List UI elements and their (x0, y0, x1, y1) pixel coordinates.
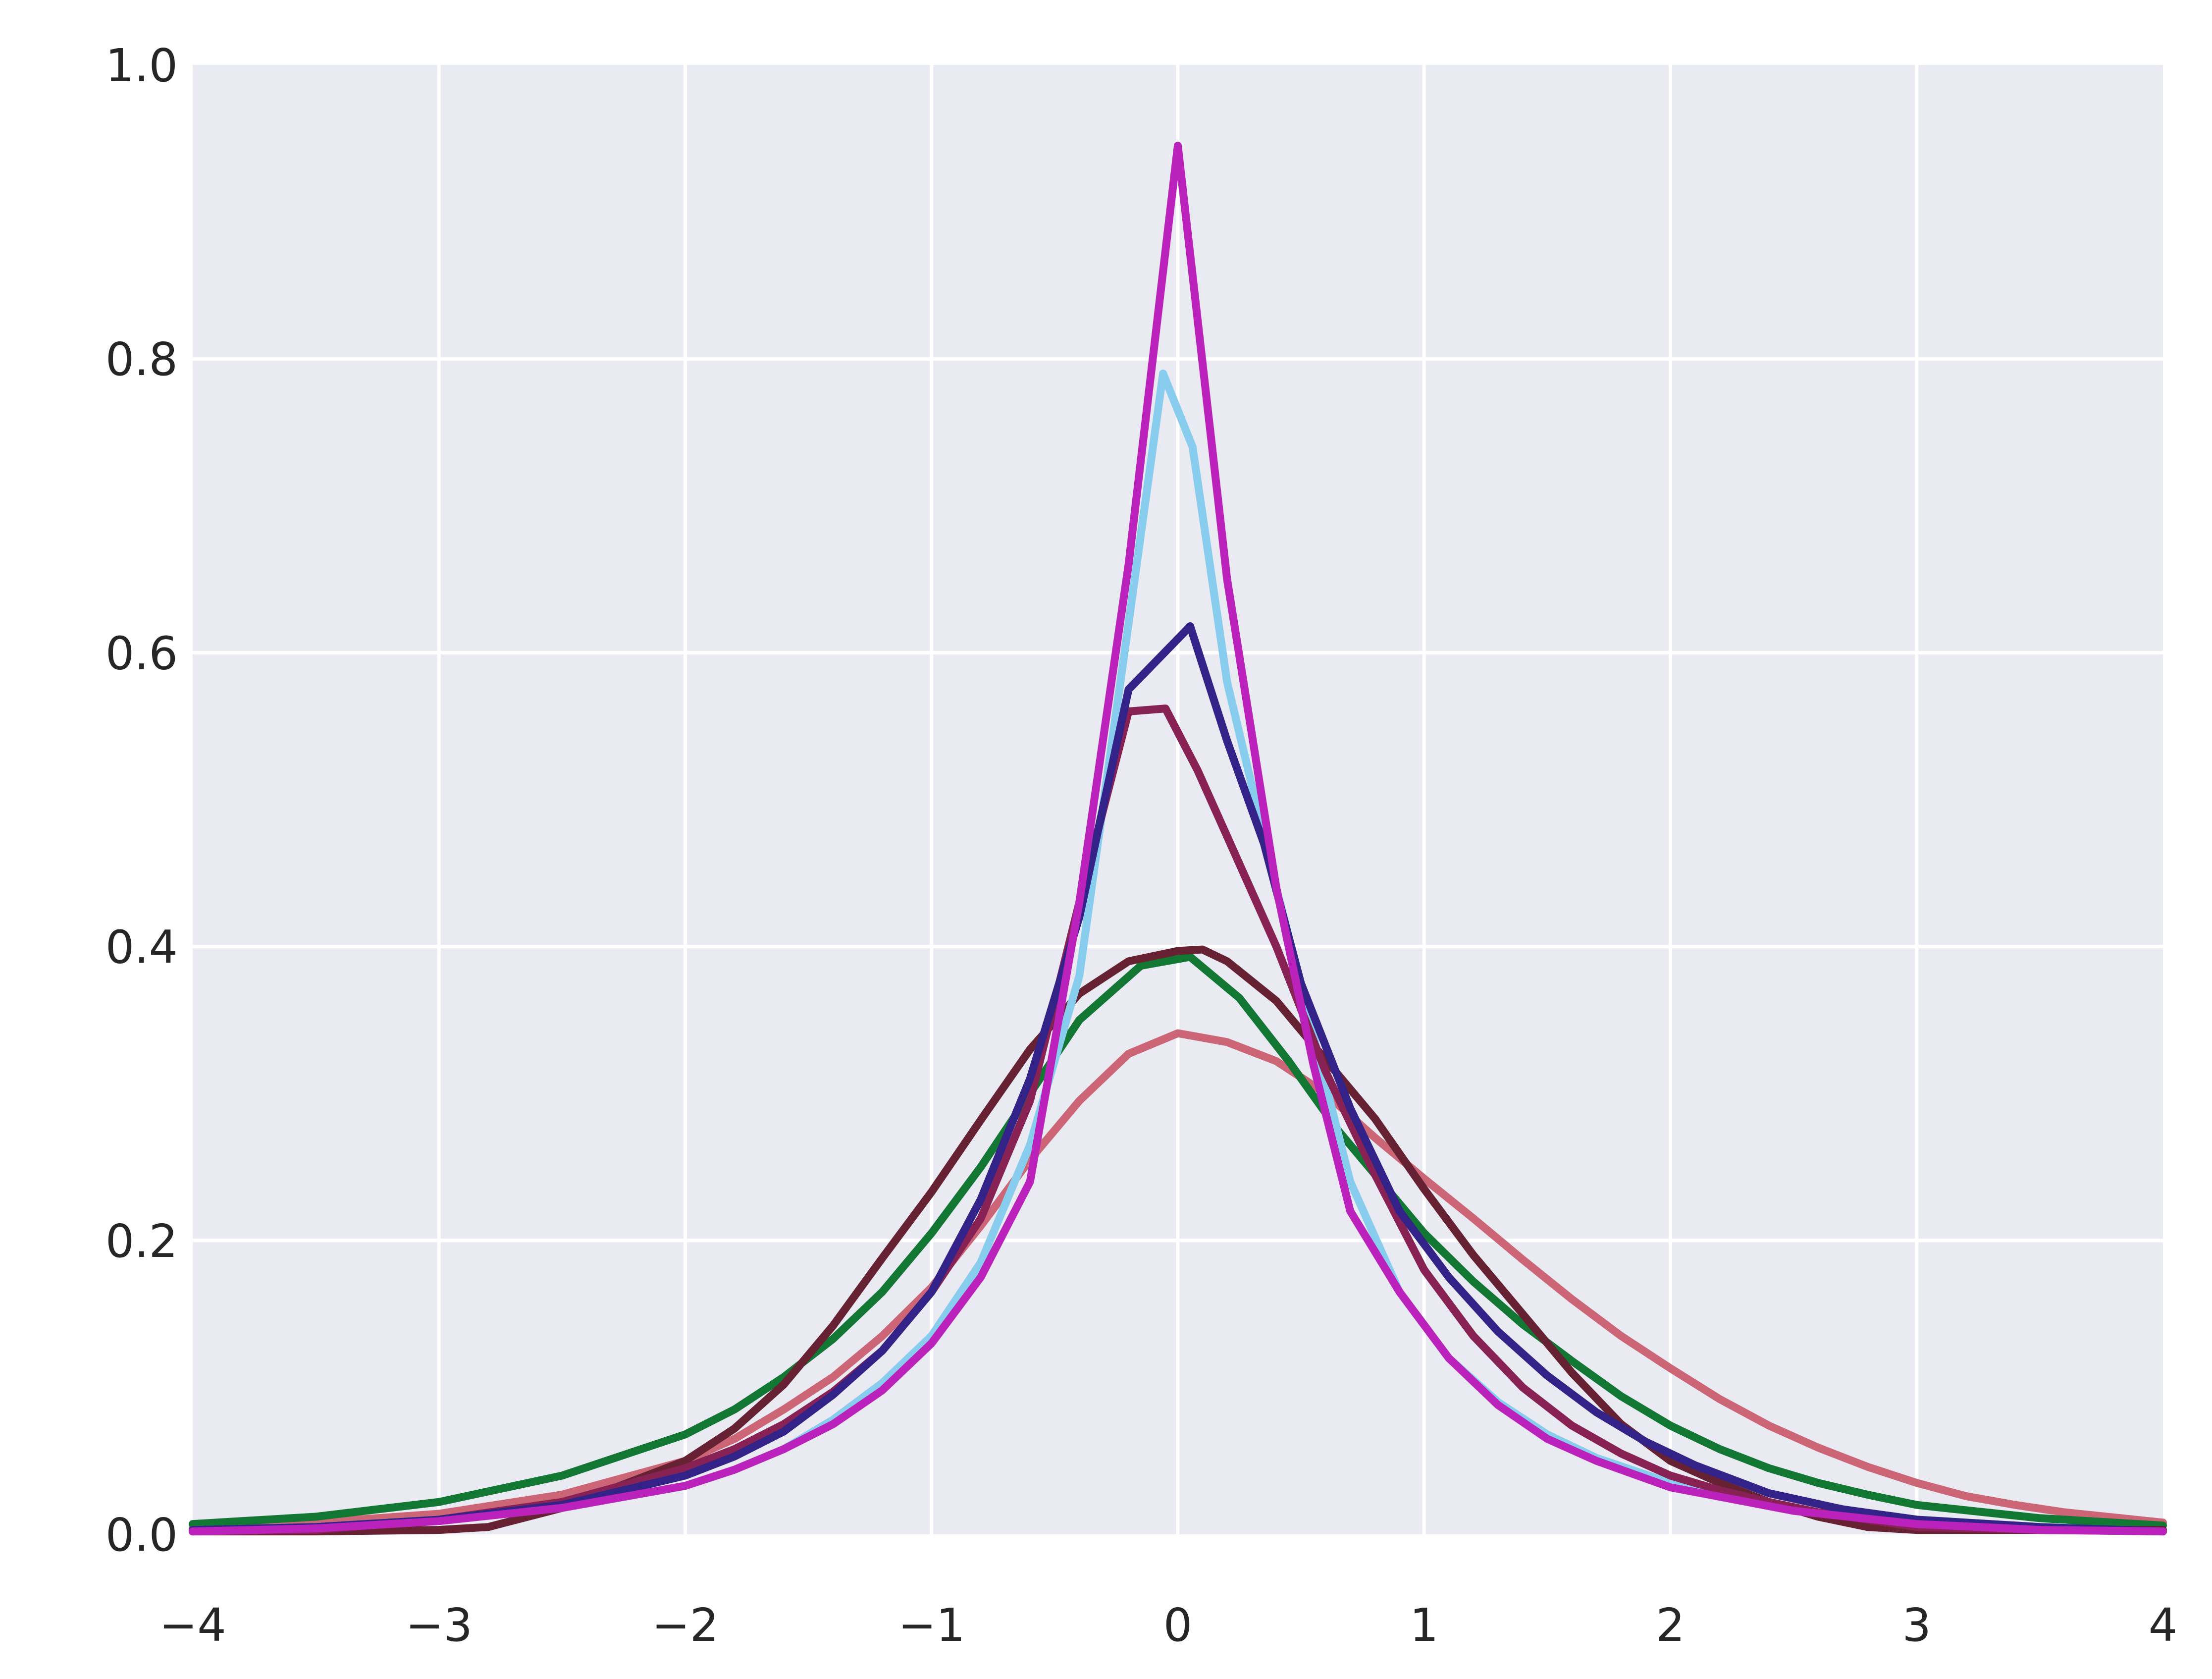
y-tick-label: 0.2 (105, 1215, 178, 1268)
x-tick-label: −1 (898, 1599, 965, 1652)
x-tick-label: −2 (652, 1599, 719, 1652)
x-tick-label: 0 (1163, 1599, 1193, 1652)
series-line-2 (189, 953, 2167, 1530)
y-tick-label: 1.0 (105, 39, 178, 92)
series-line-6 (189, 622, 2167, 1536)
x-tick-label: −3 (405, 1599, 473, 1652)
grid-lines (193, 65, 2163, 1534)
series-lines (189, 142, 2167, 1536)
x-tick-label: 1 (1410, 1599, 1439, 1652)
y-tick-label: 0.8 (105, 333, 178, 386)
x-tick-label: 4 (2149, 1599, 2178, 1652)
x-tick-label: 3 (1902, 1599, 1931, 1652)
y-tick-labels: 0.0 0.2 0.4 0.6 0.8 1.0 (105, 39, 178, 1562)
x-tick-label: −4 (159, 1599, 226, 1652)
y-tick-label: 0.4 (105, 921, 178, 974)
y-tick-label: 0.0 (105, 1509, 178, 1562)
series-line-5 (189, 704, 2167, 1536)
series-line-7 (189, 142, 2167, 1536)
x-tick-label: 2 (1656, 1599, 1685, 1652)
x-tick-labels: −4 −3 −2 −1 0 1 2 3 4 (159, 1599, 2177, 1652)
y-tick-label: 0.6 (105, 627, 178, 680)
